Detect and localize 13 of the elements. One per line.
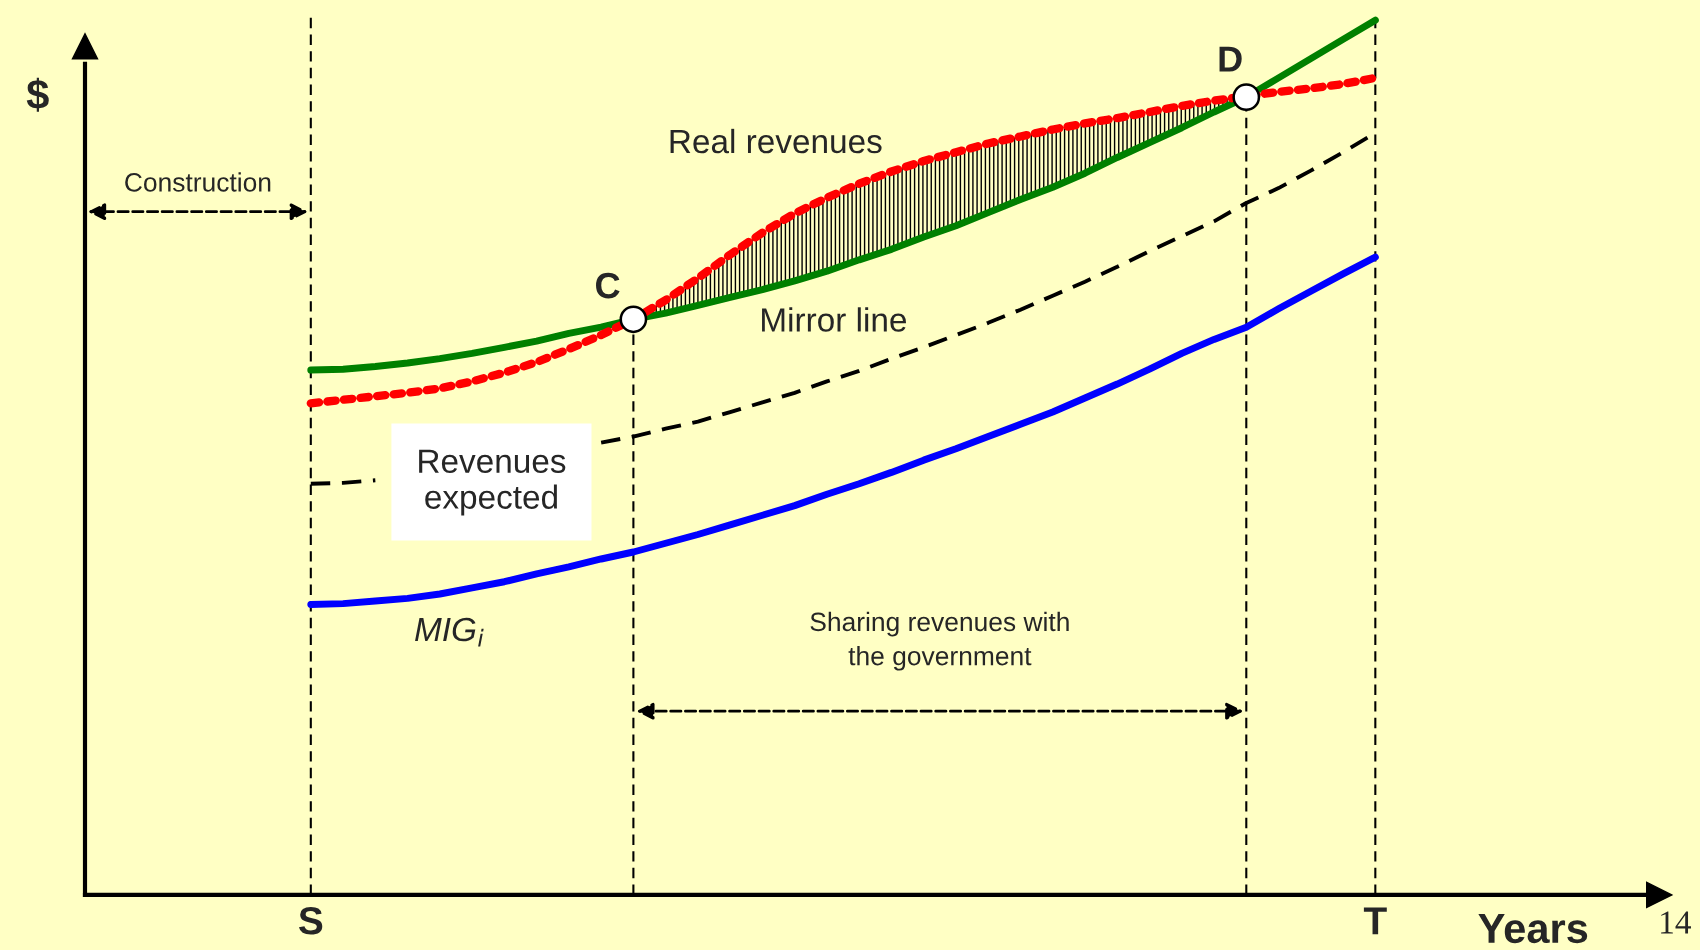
- y-axis-title: $: [26, 77, 49, 112]
- series-label: Mirror line: [762, 307, 906, 332]
- x-tick-label: S: [298, 907, 323, 935]
- series-label: Revenues expected: [419, 449, 566, 516]
- annotation: Construction: [125, 172, 271, 192]
- x-tick-label: T: [1363, 907, 1387, 935]
- text: 14: [1661, 911, 1691, 934]
- x-axis-title: Years: [1478, 914, 1588, 944]
- series-label: Real revenues: [670, 128, 882, 154]
- annotation: D: [1219, 46, 1242, 72]
- annotation: Sharing revenues with the government: [810, 611, 1069, 671]
- series-label: MIG$_{i}$: [415, 617, 484, 647]
- annotation: C: [596, 272, 620, 299]
